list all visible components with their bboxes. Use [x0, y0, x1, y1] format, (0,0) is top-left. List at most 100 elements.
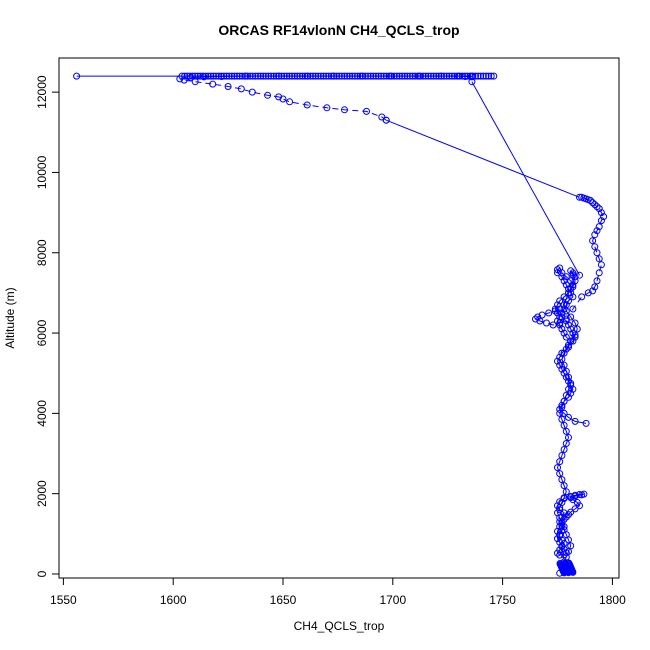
data-point	[560, 349, 568, 357]
data-point	[560, 446, 568, 453]
data-point	[341, 72, 348, 80]
data-point	[440, 72, 448, 80]
series-line-segment	[471, 81, 580, 276]
data-point	[562, 295, 570, 303]
data-point	[474, 72, 482, 80]
data-point	[565, 321, 572, 329]
data-point	[401, 72, 409, 80]
data-point	[569, 385, 577, 393]
data-point	[364, 72, 372, 80]
y-axis-label: Altitude (m)	[3, 287, 17, 348]
data-point	[327, 72, 335, 80]
data-point	[558, 365, 566, 373]
data-point	[367, 72, 375, 80]
data-point	[351, 72, 359, 80]
data-point	[293, 72, 301, 80]
data-point	[237, 85, 245, 93]
data-point	[482, 72, 490, 80]
data-point	[576, 193, 583, 201]
data-point	[375, 72, 382, 80]
data-point	[560, 482, 568, 490]
data-point	[560, 329, 568, 337]
data-point	[560, 397, 568, 405]
data-point	[257, 72, 265, 80]
data-point	[565, 393, 572, 401]
data-point	[194, 72, 202, 80]
data-point	[562, 440, 570, 447]
data-point	[181, 72, 189, 80]
data-point	[545, 309, 553, 317]
data-point	[361, 72, 369, 80]
data-point	[241, 72, 249, 80]
data-point	[369, 72, 377, 80]
data-point	[435, 72, 443, 80]
plot-contents	[73, 72, 608, 577]
data-point	[207, 72, 215, 80]
data-point	[595, 205, 603, 213]
data-point	[301, 72, 309, 80]
data-point	[595, 223, 603, 231]
y-tick-label: 4000	[35, 400, 49, 427]
y-tick-label: 2000	[35, 480, 49, 507]
data-point	[335, 72, 343, 80]
data-point	[390, 72, 398, 80]
data-point	[565, 511, 572, 519]
data-point	[556, 353, 564, 361]
data-point	[556, 551, 564, 559]
data-point	[220, 72, 228, 80]
data-point	[359, 72, 367, 80]
data-point	[597, 209, 605, 217]
data-point	[430, 72, 438, 80]
data-point	[312, 72, 320, 80]
data-point	[451, 72, 458, 80]
data-point	[238, 72, 246, 80]
data-point	[291, 72, 299, 80]
data-point	[212, 72, 220, 80]
data-point	[571, 319, 579, 327]
data-point	[354, 72, 362, 80]
data-point	[591, 243, 599, 251]
data-point	[571, 417, 579, 425]
data-point	[322, 72, 330, 80]
series-line-segment	[386, 119, 580, 198]
data-point	[187, 74, 195, 82]
data-point	[246, 72, 254, 80]
data-point	[196, 72, 204, 80]
data-point	[409, 72, 417, 80]
data-point	[186, 72, 194, 80]
data-point	[567, 542, 575, 550]
data-point	[411, 72, 419, 80]
data-point	[600, 213, 608, 221]
data-point	[73, 72, 81, 80]
data-point	[562, 317, 570, 325]
data-point	[225, 72, 233, 80]
data-point	[343, 72, 351, 80]
data-point	[223, 72, 230, 80]
data-point	[560, 361, 568, 369]
chart-title: ORCAS RF14vlonN CH4_QCLS_trop	[218, 22, 459, 38]
data-point	[304, 72, 312, 80]
data-point	[560, 523, 568, 531]
data-point	[453, 72, 461, 80]
data-point	[363, 107, 370, 115]
data-point	[306, 72, 314, 80]
data-point	[571, 277, 579, 285]
data-point	[279, 95, 287, 103]
data-point	[562, 345, 570, 353]
data-point	[325, 72, 333, 80]
data-point	[562, 273, 570, 281]
data-point	[275, 72, 283, 80]
data-point	[560, 409, 568, 417]
data-point	[443, 72, 451, 80]
data-point	[285, 72, 293, 80]
data-point	[558, 401, 566, 409]
data-point	[296, 72, 304, 80]
data-point	[562, 488, 570, 496]
plot-area	[73, 72, 608, 577]
data-point	[569, 305, 577, 313]
data-point	[215, 72, 223, 80]
x-axis: 1550 1600 1650 1700 1750 1800	[50, 577, 626, 607]
data-point	[283, 72, 291, 80]
data-point	[593, 227, 601, 235]
data-point	[589, 237, 597, 245]
